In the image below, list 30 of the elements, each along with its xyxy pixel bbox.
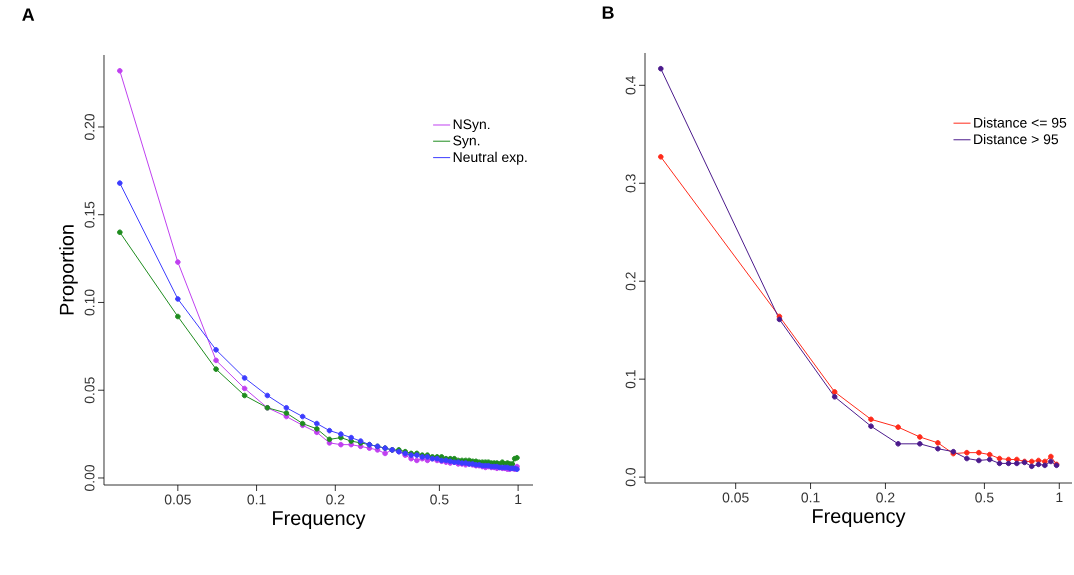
y-tick-label: 0.00 <box>84 464 95 492</box>
x-tick-label: 0.5 <box>975 492 994 503</box>
legend-label: Distance <= 95 <box>974 117 1067 128</box>
x-tick-label: 0.1 <box>801 492 820 503</box>
x-tick-label: 0.05 <box>722 492 749 503</box>
x-axis-title: Frequency <box>273 511 366 530</box>
y-tick-label: 0.15 <box>84 201 95 228</box>
y-tick-label: 0.0 <box>625 467 636 487</box>
legend-label: NSyn. <box>453 119 490 133</box>
x-tick-label: 0.5 <box>430 494 449 505</box>
x-tick-label: 0.2 <box>876 492 895 503</box>
x-tick-label: 0.05 <box>164 494 191 505</box>
y-tick-label: 0.20 <box>84 113 95 140</box>
chart-title: A <box>22 8 35 21</box>
x-tick-label: 1 <box>1056 492 1063 503</box>
x-tick-label: 1 <box>515 494 522 505</box>
x-tick-label: 0.1 <box>247 494 266 505</box>
x-tick-label: 0.2 <box>326 494 345 505</box>
chart-title: B <box>602 6 614 19</box>
y-tick-label: 0.1 <box>625 370 636 389</box>
y-axis-title: Proportion <box>59 225 78 315</box>
legend-label: Distance > 95 <box>974 133 1059 145</box>
legend-label: Syn. <box>453 135 480 149</box>
y-tick-label: 0.10 <box>84 289 95 316</box>
y-tick-label: 0.2 <box>625 272 636 291</box>
x-axis-title: Frequency <box>813 509 906 528</box>
y-tick-label: 0.4 <box>625 76 636 95</box>
y-tick-label: 0.05 <box>84 377 95 404</box>
y-tick-label: 0.3 <box>625 174 636 193</box>
legend-label: Neutral exp. <box>453 151 527 165</box>
